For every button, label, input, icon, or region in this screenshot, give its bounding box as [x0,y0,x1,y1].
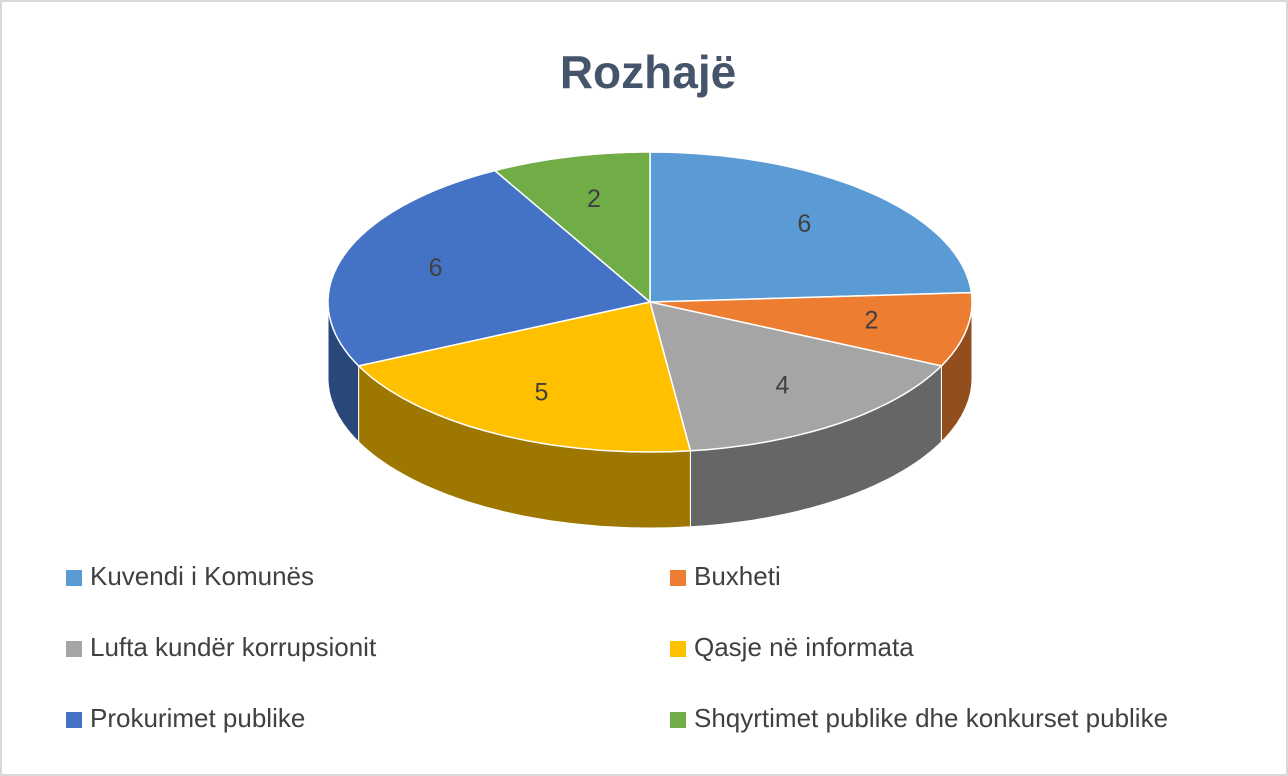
legend-label: Prokurimet publike [90,703,305,733]
data-label: 6 [797,210,811,238]
legend-marker [66,570,82,586]
legend-label: Kuvendi i Komunës [90,561,314,591]
data-label: 2 [587,185,601,213]
data-label: 5 [534,379,548,407]
legend-marker [670,712,686,728]
legend-label: Shqyrtimet publike dhe konkurset publike [694,703,1168,733]
data-label: 6 [429,254,443,282]
legend-label: Lufta kundër korrupsionit [90,632,377,662]
chart-title: Rozhajë [560,46,736,98]
data-label: 2 [864,306,878,334]
legend-marker [66,712,82,728]
slice [357,301,692,453]
slice [649,151,973,303]
legend-marker [670,641,686,657]
legend-label: Buxheti [694,561,781,591]
data-label: 4 [776,372,790,400]
slice [493,151,651,304]
slice [649,291,973,367]
legend-marker [66,641,82,657]
slice [327,169,652,367]
slice [648,301,943,452]
legend-label: Qasje në informata [694,632,914,662]
legend-marker [670,570,686,586]
